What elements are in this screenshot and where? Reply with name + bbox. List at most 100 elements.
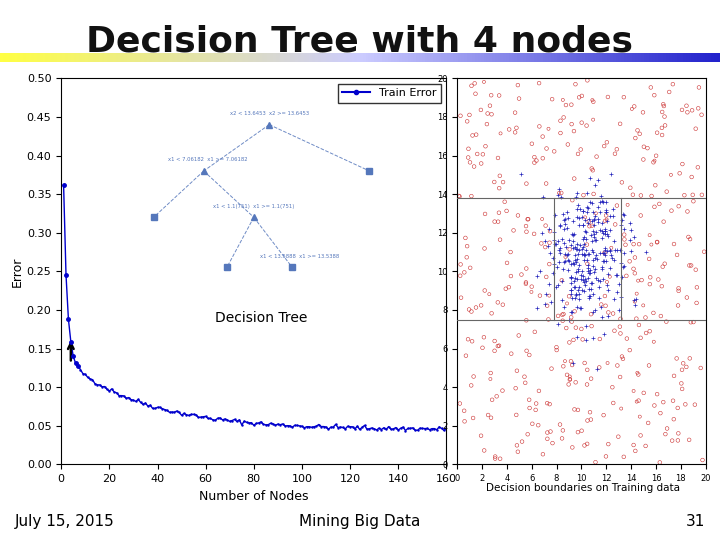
Point	[492, 218, 504, 226]
Point	[566, 278, 577, 287]
Point	[564, 338, 575, 347]
Point	[586, 221, 598, 230]
Point	[587, 262, 598, 271]
Text: x1 < 7.06182  x1 >= 7.06182: x1 < 7.06182 x1 >= 7.06182	[168, 157, 248, 163]
Point	[643, 361, 654, 370]
Point	[554, 221, 566, 230]
Point	[576, 92, 588, 100]
Point	[477, 343, 488, 352]
Point	[593, 215, 604, 224]
Point	[586, 199, 598, 207]
Point	[465, 381, 477, 390]
Point	[537, 193, 549, 201]
Point	[581, 189, 593, 198]
Point	[569, 307, 580, 316]
Point	[541, 179, 552, 188]
Point	[470, 130, 482, 139]
Point	[536, 215, 548, 224]
Point	[672, 284, 684, 293]
Point	[599, 251, 611, 259]
Point	[585, 279, 597, 287]
Point	[629, 295, 640, 304]
Point	[523, 350, 535, 359]
Point	[603, 308, 614, 317]
Point	[576, 212, 588, 221]
Point	[687, 191, 698, 199]
Point	[618, 235, 630, 244]
Point	[582, 250, 593, 259]
Point	[581, 380, 593, 389]
Point	[541, 435, 553, 443]
Point	[454, 272, 466, 280]
Point	[585, 285, 596, 294]
Point	[570, 242, 581, 251]
Point	[602, 93, 613, 102]
Point	[572, 267, 583, 275]
Point	[655, 312, 667, 320]
Point	[696, 191, 708, 199]
Point	[512, 81, 523, 90]
Point	[565, 289, 577, 298]
Point	[599, 243, 611, 252]
Point	[584, 222, 595, 231]
Point	[611, 201, 623, 210]
Point	[621, 334, 633, 343]
Point	[544, 279, 555, 288]
Point	[616, 352, 628, 361]
Point	[562, 207, 573, 216]
Point	[590, 235, 601, 244]
Point	[519, 379, 531, 387]
Point	[624, 235, 636, 244]
Point	[580, 228, 592, 237]
Point	[551, 262, 562, 271]
Point	[499, 198, 510, 206]
Point	[479, 286, 490, 295]
Point	[495, 129, 506, 138]
Point	[577, 243, 589, 252]
Point	[467, 414, 479, 422]
Point	[644, 280, 656, 288]
Point	[580, 275, 591, 284]
Point	[614, 245, 626, 254]
Point	[610, 271, 621, 279]
Point	[505, 272, 517, 280]
Point	[611, 287, 622, 296]
Point	[568, 230, 580, 239]
Point	[521, 222, 532, 231]
Point	[482, 109, 493, 118]
Point	[464, 264, 476, 272]
Point	[561, 250, 572, 259]
Point	[676, 106, 688, 114]
Point	[539, 237, 551, 246]
Point	[597, 218, 608, 227]
Point	[528, 230, 540, 238]
Point	[600, 206, 611, 214]
Point	[630, 295, 642, 303]
Point	[546, 95, 558, 104]
Point	[455, 293, 467, 302]
Point	[552, 320, 564, 328]
Point	[626, 225, 637, 234]
Point	[556, 276, 567, 285]
Point	[559, 258, 570, 267]
Point	[573, 220, 585, 229]
Point	[600, 256, 611, 265]
Point	[652, 238, 663, 247]
Point	[478, 446, 490, 455]
Point	[646, 192, 657, 200]
Point	[579, 215, 590, 224]
Point	[644, 327, 655, 335]
Point	[571, 188, 582, 197]
Point	[645, 83, 657, 92]
Point	[466, 192, 477, 200]
Point	[635, 334, 647, 342]
Point	[652, 390, 663, 399]
Point	[616, 221, 627, 230]
Point	[582, 219, 594, 227]
Point	[672, 301, 684, 310]
Point	[488, 178, 500, 186]
Point	[644, 231, 655, 239]
Point	[603, 286, 614, 294]
Point	[531, 399, 542, 408]
Point	[526, 288, 537, 296]
